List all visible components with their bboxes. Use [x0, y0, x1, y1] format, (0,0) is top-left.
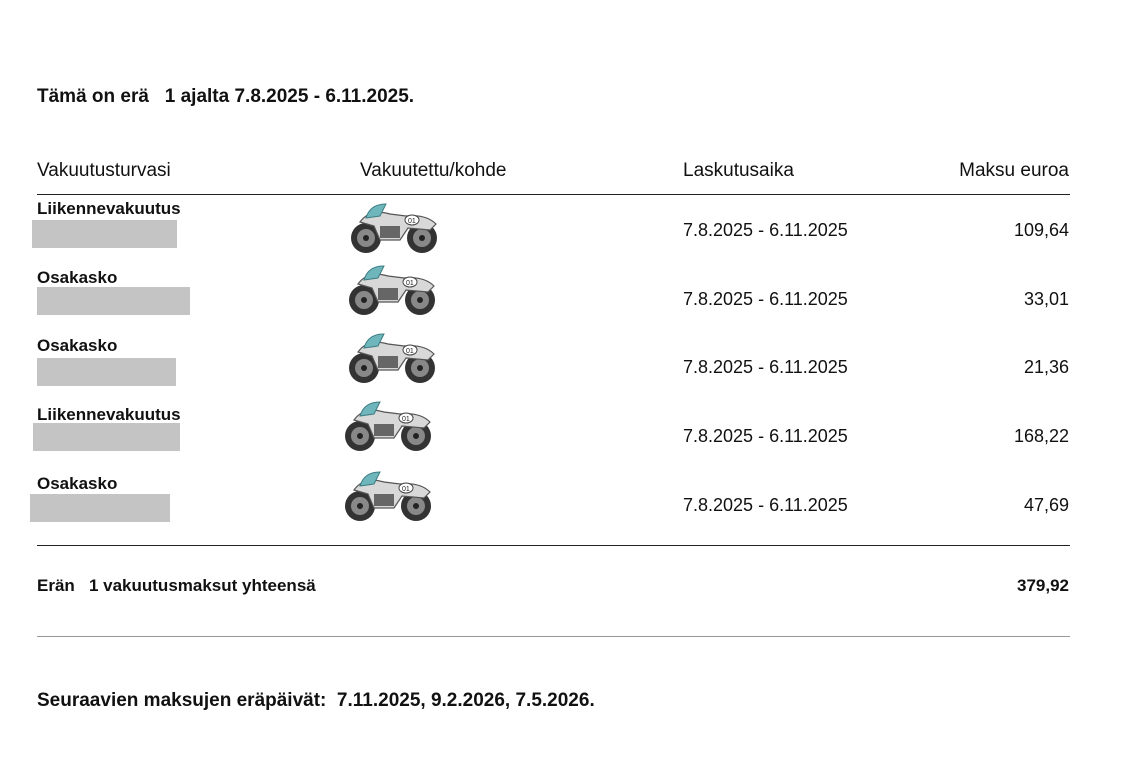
coverage: Liikennevakuutus [37, 199, 181, 218]
column-header: Maksu euroa [959, 160, 1069, 181]
period: 7.8.2025 - 6.11.2025 [683, 495, 848, 515]
amount: 47,69 [1023, 495, 1069, 515]
amount: 21,36 [1023, 357, 1069, 377]
vehicle-icon [340, 398, 436, 454]
amount: 33,01 [1023, 289, 1069, 309]
redaction [30, 494, 170, 522]
total-amount: 379,92 [1017, 576, 1069, 595]
header-rule [37, 194, 1070, 195]
redaction [33, 423, 180, 451]
column-header: Vakuutettu/kohde [360, 160, 507, 181]
total-rule [37, 545, 1070, 546]
coverage: Osakasko [37, 336, 118, 355]
redaction [37, 287, 190, 315]
vehicle-icon [344, 330, 440, 386]
heading: Tämä on erä 1 ajalta 7.8.2025 - 6.11.202… [37, 86, 415, 107]
coverage: Osakasko [37, 268, 118, 287]
coverage: Osakasko [37, 474, 118, 493]
period: 7.8.2025 - 6.11.2025 [683, 289, 848, 309]
total-label: Erän 1 vakuutusmaksut yhteensä [37, 576, 316, 595]
vehicle-icon [340, 468, 436, 524]
amount: 168,22 [1013, 426, 1069, 446]
bottom-rule [37, 636, 1070, 637]
redaction [37, 358, 176, 386]
vehicle-icon [346, 200, 442, 256]
redaction [32, 220, 177, 248]
coverage: Liikennevakuutus [37, 405, 181, 424]
period: 7.8.2025 - 6.11.2025 [683, 426, 848, 446]
amount: 109,64 [1013, 220, 1069, 240]
period: 7.8.2025 - 6.11.2025 [683, 220, 848, 240]
vehicle-icon [344, 262, 440, 318]
period: 7.8.2025 - 6.11.2025 [683, 357, 848, 377]
due-dates: Seuraavien maksujen eräpäivät: 7.11.2025… [37, 690, 595, 711]
column-header: Vakuutusturvasi [37, 160, 171, 181]
column-header: Laskutusaika [683, 160, 794, 181]
